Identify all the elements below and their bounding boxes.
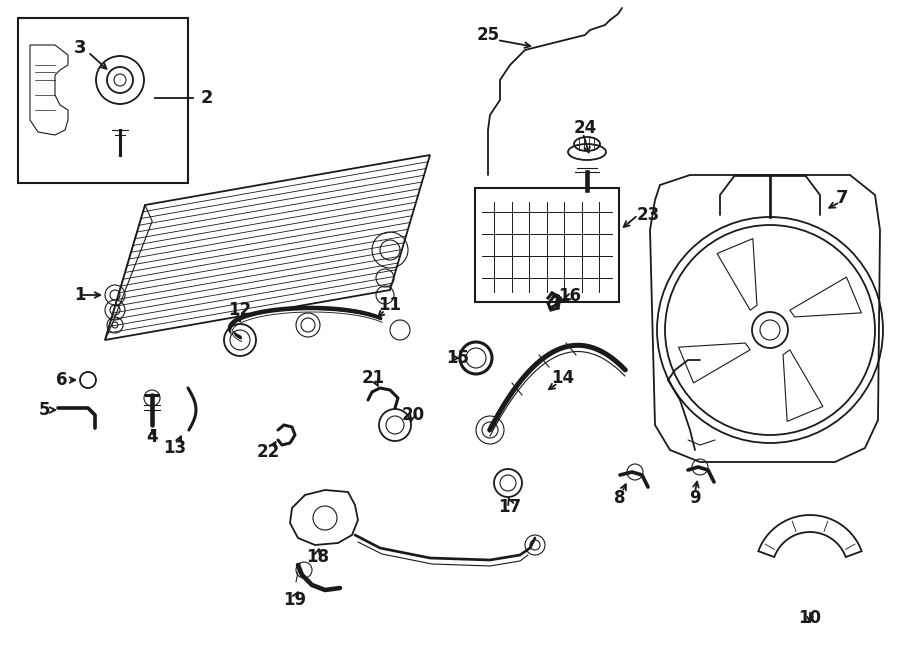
Text: 3: 3 <box>74 39 86 57</box>
Circle shape <box>752 312 788 348</box>
Text: 18: 18 <box>307 548 329 566</box>
Text: 19: 19 <box>284 591 307 609</box>
Text: 25: 25 <box>476 26 500 44</box>
Text: 6: 6 <box>56 371 68 389</box>
Text: 5: 5 <box>38 401 50 419</box>
Text: 23: 23 <box>636 206 660 224</box>
Text: 13: 13 <box>164 439 186 457</box>
Text: 21: 21 <box>362 369 384 387</box>
Text: 12: 12 <box>229 301 252 319</box>
Text: 20: 20 <box>401 406 425 424</box>
Text: 7: 7 <box>836 189 848 207</box>
Text: 24: 24 <box>573 119 597 137</box>
Text: 22: 22 <box>256 443 280 461</box>
Text: 15: 15 <box>446 349 470 367</box>
Text: 17: 17 <box>499 498 522 516</box>
Text: 11: 11 <box>379 296 401 314</box>
Text: 8: 8 <box>614 489 626 507</box>
Text: 16: 16 <box>559 287 581 305</box>
Text: 1: 1 <box>74 286 86 304</box>
Text: 2: 2 <box>201 89 213 107</box>
Text: 10: 10 <box>798 609 822 627</box>
Text: 9: 9 <box>689 489 701 507</box>
Text: 14: 14 <box>552 369 574 387</box>
Bar <box>18 18 188 183</box>
Text: 4: 4 <box>146 428 158 446</box>
FancyBboxPatch shape <box>475 188 619 302</box>
